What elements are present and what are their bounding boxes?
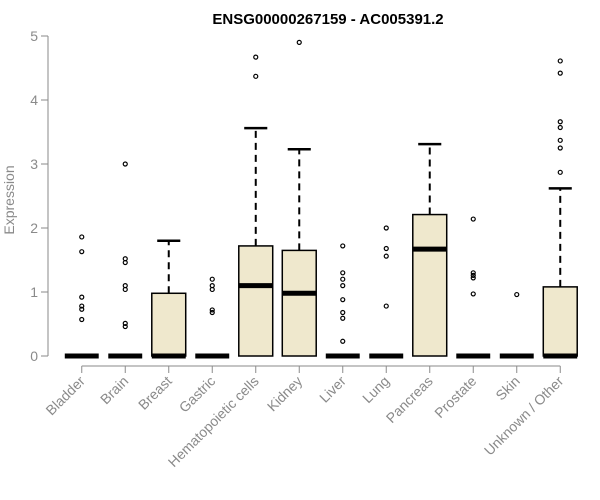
box-group bbox=[195, 276, 230, 359]
x-category-label: Prostate bbox=[431, 373, 479, 421]
outlier-point bbox=[470, 216, 476, 222]
outlier-point bbox=[557, 58, 563, 64]
y-tick-label: 4 bbox=[30, 92, 38, 108]
outlier-point bbox=[79, 303, 85, 309]
x-category-label: Bladder bbox=[42, 373, 88, 419]
box-group bbox=[108, 161, 143, 359]
outlier-point bbox=[340, 315, 346, 321]
box bbox=[412, 213, 448, 357]
outlier-point bbox=[79, 316, 85, 323]
outlier-point bbox=[470, 275, 476, 281]
y-tick-label: 0 bbox=[30, 348, 38, 364]
outlier-point bbox=[209, 286, 215, 293]
outlier-point bbox=[122, 286, 128, 293]
y-axis: 0 1 2 3 4 5 bbox=[30, 28, 49, 364]
box-group bbox=[369, 225, 404, 359]
outlier-point bbox=[383, 253, 389, 259]
outlier-point bbox=[209, 276, 215, 282]
y-tick-label: 5 bbox=[30, 28, 38, 44]
chart-title: ENSG00000267159 - AC005391.2 bbox=[212, 11, 443, 28]
outlier-point bbox=[253, 54, 259, 60]
outlier-point bbox=[557, 169, 563, 175]
outlier-point bbox=[470, 291, 476, 297]
outlier-point bbox=[340, 243, 346, 249]
outlier-point bbox=[514, 291, 520, 298]
x-category-label: Gastric bbox=[176, 373, 219, 416]
x-category-label: Unknown / Other bbox=[481, 373, 567, 459]
outlier-point bbox=[340, 297, 346, 303]
box bbox=[542, 286, 578, 357]
outlier-point bbox=[122, 323, 128, 330]
box-group bbox=[238, 54, 274, 357]
outlier-point bbox=[122, 320, 128, 326]
outlier-point bbox=[79, 306, 85, 312]
box bbox=[238, 245, 274, 357]
outlier-point bbox=[79, 294, 85, 300]
outlier-point bbox=[296, 39, 302, 46]
outlier-point bbox=[340, 270, 346, 276]
box-group bbox=[281, 39, 317, 357]
box bbox=[281, 249, 317, 357]
x-category-label: Liver bbox=[316, 373, 349, 406]
outlier-point bbox=[209, 307, 215, 313]
outlier-point bbox=[340, 309, 346, 316]
outlier-point bbox=[340, 276, 346, 282]
box-group bbox=[542, 58, 578, 359]
box-group bbox=[412, 142, 448, 357]
outlier-point bbox=[557, 124, 563, 131]
y-tick-label: 2 bbox=[30, 220, 38, 236]
y-axis-label: Expression bbox=[1, 165, 17, 234]
outlier-point bbox=[79, 249, 85, 255]
outlier-point bbox=[557, 119, 563, 125]
outlier-point bbox=[470, 272, 476, 278]
x-category-label: Brain bbox=[97, 373, 131, 407]
box bbox=[151, 292, 187, 357]
outlier-point bbox=[122, 161, 128, 167]
outlier-point bbox=[122, 259, 128, 266]
outlier-point bbox=[383, 245, 389, 252]
x-category-label: Breast bbox=[135, 373, 175, 413]
outlier-point bbox=[209, 309, 215, 316]
outlier-point bbox=[79, 234, 85, 240]
outlier-point bbox=[340, 338, 346, 344]
outlier-point bbox=[557, 145, 563, 151]
box-group bbox=[456, 216, 491, 359]
y-tick-label: 1 bbox=[30, 284, 38, 300]
outlier-point bbox=[557, 70, 563, 76]
outlier-point bbox=[383, 303, 389, 309]
x-category-label: Lung bbox=[359, 373, 392, 406]
x-category-label: Kidney bbox=[264, 373, 306, 415]
box-group bbox=[499, 291, 534, 359]
outlier-point bbox=[383, 225, 389, 231]
box-group bbox=[151, 239, 187, 359]
box-group bbox=[325, 243, 360, 359]
x-category-label: Pancreas bbox=[383, 373, 436, 426]
x-category-label: Skin bbox=[492, 373, 523, 404]
outlier-point bbox=[557, 137, 563, 143]
outlier-point bbox=[340, 283, 346, 289]
box-group bbox=[64, 234, 99, 359]
outlier-point bbox=[253, 73, 259, 79]
outlier-point bbox=[470, 270, 476, 276]
boxes-layer bbox=[64, 39, 578, 359]
y-tick-label: 3 bbox=[30, 156, 38, 172]
